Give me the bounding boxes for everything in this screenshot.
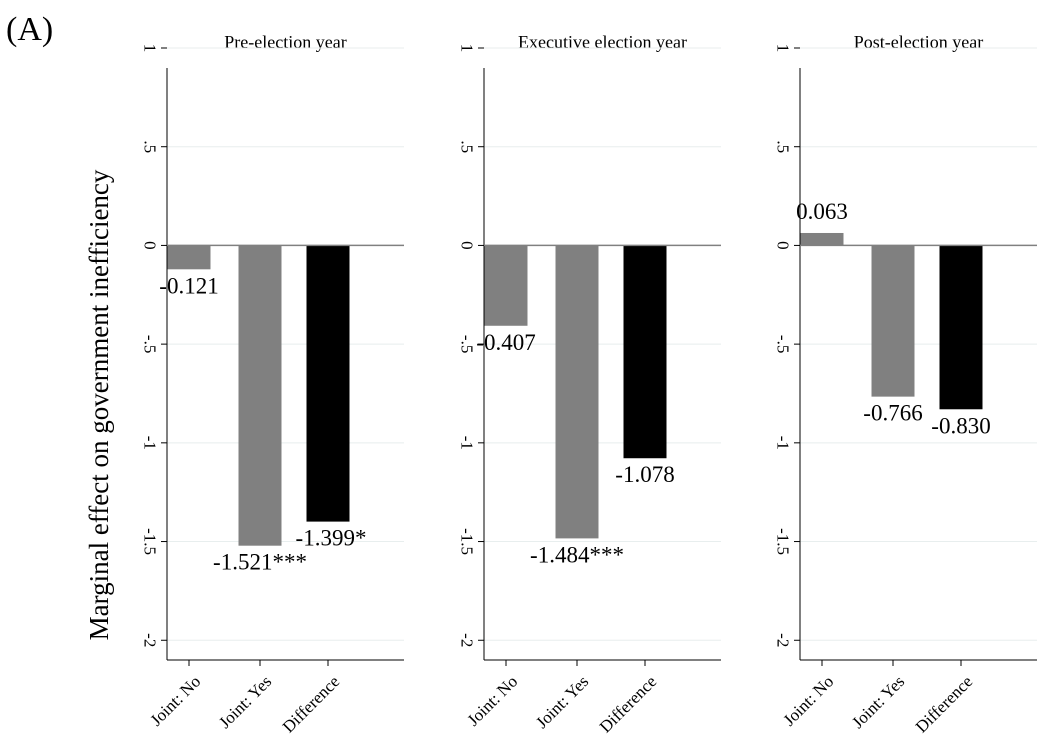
y-tick-label: -.5 [774,335,793,353]
y-tick-label: 1 [458,44,477,53]
data-label: -1.484*** [530,542,624,567]
y-tick-label: .5 [774,140,793,153]
y-tick-label: -1.5 [141,528,160,555]
chart-title: Executive election year [518,32,687,52]
panel-label: (A) [6,11,53,48]
bar [623,245,667,459]
chart-title: Pre-election year [224,32,346,52]
data-label: -0.830 [931,413,990,438]
x-tick-label: Joint: No [463,672,521,730]
x-tick-label: Joint: No [779,672,837,730]
y-tick-label: -.5 [141,335,160,353]
data-label: -1.078 [615,462,674,487]
y-tick-label: .5 [141,140,160,153]
chart-title: Post-election year [854,32,983,52]
chart-panel: Post-election year 1 .5 0 -.5 -1 -1.5 -2 0.063 -0… [774,32,1037,737]
y-tick-label: -.5 [458,335,477,353]
bar [167,245,211,270]
y-tick-label: .5 [458,140,477,153]
x-tick-label: Joint: Yes [215,672,275,732]
y-tick-label: -2 [774,633,793,647]
y-tick-label: -1.5 [458,528,477,555]
chart-panels: Pre-election year1.50-.5-1-1.5-2-0.121-1… [141,32,1037,737]
y-tick-label: -2 [141,633,160,647]
bar [306,245,350,522]
data-label: -1.399* [296,526,367,551]
data-label: 0.063 [796,199,848,224]
x-tick-label: Difference [596,672,661,737]
chart-panel: Executive election year 1 .5 0 -.5 -1 -1.5 -2 -0… [458,32,721,737]
y-tick-label: 0 [774,241,793,250]
bar [238,245,282,546]
chart-panel: Pre-election year 1 .5 0 -.5 -1 -1.5 -2 -0.121 -1… [141,32,404,737]
bar [484,245,528,326]
y-tick-label: -1 [141,436,160,450]
y-tick-label: 0 [141,241,160,250]
x-tick-label: Difference [279,672,344,737]
y-tick-label: -1 [774,436,793,450]
y-axis-label: Marginal effect on government inefficien… [84,169,114,640]
y-tick-label: 0 [458,241,477,250]
bar [800,232,844,246]
bar [939,245,983,410]
x-tick-label: Joint: Yes [848,672,908,732]
x-tick-label: Difference [912,672,977,737]
data-label: -0.766 [863,401,922,426]
bar [555,245,599,539]
y-tick-label: -2 [458,633,477,647]
bar [871,245,915,397]
y-tick-label: -1 [458,436,477,450]
x-tick-label: Joint: No [146,672,204,730]
y-tick-label: -1.5 [774,528,793,555]
y-tick-label: 1 [141,44,160,53]
data-label: -1.521*** [213,550,307,575]
data-label: -0.407 [476,330,535,355]
x-tick-label: Joint: Yes [532,672,592,732]
data-label: -0.121 [159,273,218,298]
y-tick-label: 1 [774,44,793,53]
